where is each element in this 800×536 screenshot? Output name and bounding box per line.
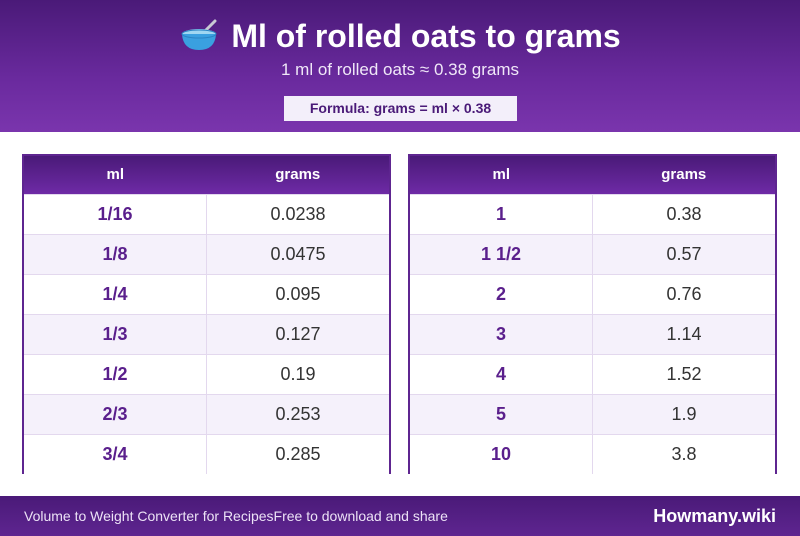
ml-cell: 3: [410, 315, 593, 354]
ml-cell: 5: [410, 395, 593, 434]
column-header-ml: ml: [492, 166, 510, 183]
grams-cell: 0.253: [275, 404, 321, 424]
ml-cell: 2: [410, 275, 593, 314]
column-header-ml: ml: [106, 166, 124, 183]
footer-bar: Volume to Weight Converter for RecipesFr…: [0, 496, 800, 536]
ml-cell: 4: [410, 355, 593, 394]
grams-cell: 3.8: [671, 444, 697, 464]
grams-cell: 0.57: [666, 244, 702, 264]
grams-cell: 0.285: [275, 444, 321, 464]
ml-cell: 1 1/2: [410, 235, 593, 274]
page-title: Ml of rolled oats to grams: [231, 17, 621, 54]
table-row: 1/2 0.19: [24, 354, 389, 394]
ml-cell: 1/16: [24, 195, 207, 234]
header-banner: Ml of rolled oats to grams 1 ml of rolle…: [0, 0, 800, 132]
grams-cell: 1.52: [666, 364, 702, 384]
table-body: 1/16 0.0238 1/8 0.0475 1/4 0.095 1/3 0.127 1…: [24, 194, 389, 474]
grams-cell: 0.0475: [270, 244, 326, 264]
table-row: 1 1/2 0.57: [410, 234, 775, 274]
ml-cell: 1/8: [24, 235, 207, 274]
grams-cell: 1.14: [666, 324, 702, 344]
table-row: 1 0.38: [410, 194, 775, 234]
table-row: 1/4 0.095: [24, 274, 389, 314]
ml-cell: 2/3: [24, 395, 207, 434]
table-row: 4 1.52: [410, 354, 775, 394]
ml-cell: 1/4: [24, 275, 207, 314]
table-body: 1 0.38 1 1/2 0.57 2 0.76 3 1.14 4 1.52 5 1.9 1…: [410, 194, 775, 474]
conversion-table-right: ml grams 1 0.38 1 1/2 0.57 2 0.76 3 1.14 4 1.…: [408, 154, 777, 474]
table-row: 10 3.8: [410, 434, 775, 474]
table-header: ml grams: [24, 156, 389, 194]
table-row: 3 1.14: [410, 314, 775, 354]
footer-share-note: Free to download and share: [273, 508, 448, 524]
formula-badge: Formula: grams = ml × 0.38: [284, 96, 517, 121]
ml-cell: 3/4: [24, 435, 207, 474]
table-row: 1/3 0.127: [24, 314, 389, 354]
table-row: 2 0.76: [410, 274, 775, 314]
ml-cell: 1/2: [24, 355, 207, 394]
grams-cell: 0.095: [275, 284, 321, 304]
table-row: 1/8 0.0475: [24, 234, 389, 274]
grams-cell: 0.127: [275, 324, 321, 344]
grams-cell: 0.0238: [270, 204, 326, 224]
ml-cell: 10: [410, 435, 593, 474]
table-row: 5 1.9: [410, 394, 775, 434]
table-row: 3/4 0.285: [24, 434, 389, 474]
conversion-subtitle: 1 ml of rolled oats ≈ 0.38 grams: [281, 60, 519, 79]
bowl-with-spoon-icon: [181, 19, 217, 50]
brand-logo-text[interactable]: Howmany.wiki: [653, 506, 776, 526]
ml-cell: 1/3: [24, 315, 207, 354]
grams-cell: 0.19: [280, 364, 316, 384]
column-header-grams: grams: [275, 166, 321, 183]
title-row: Ml of rolled oats to grams: [0, 14, 800, 58]
table-header: ml grams: [410, 156, 775, 194]
footer-tagline: Volume to Weight Converter for Recipes: [24, 508, 274, 524]
column-header-grams: grams: [661, 166, 707, 183]
grams-cell: 0.38: [666, 204, 702, 224]
grams-cell: 1.9: [671, 404, 697, 424]
ml-cell: 1: [410, 195, 593, 234]
grams-cell: 0.76: [666, 284, 702, 304]
table-row: 2/3 0.253: [24, 394, 389, 434]
conversion-table-left: ml grams 1/16 0.0238 1/8 0.0475 1/4 0.095 1…: [22, 154, 391, 474]
footer-description: Volume to Weight Converter for RecipesFr…: [24, 496, 448, 536]
table-row: 1/16 0.0238: [24, 194, 389, 234]
